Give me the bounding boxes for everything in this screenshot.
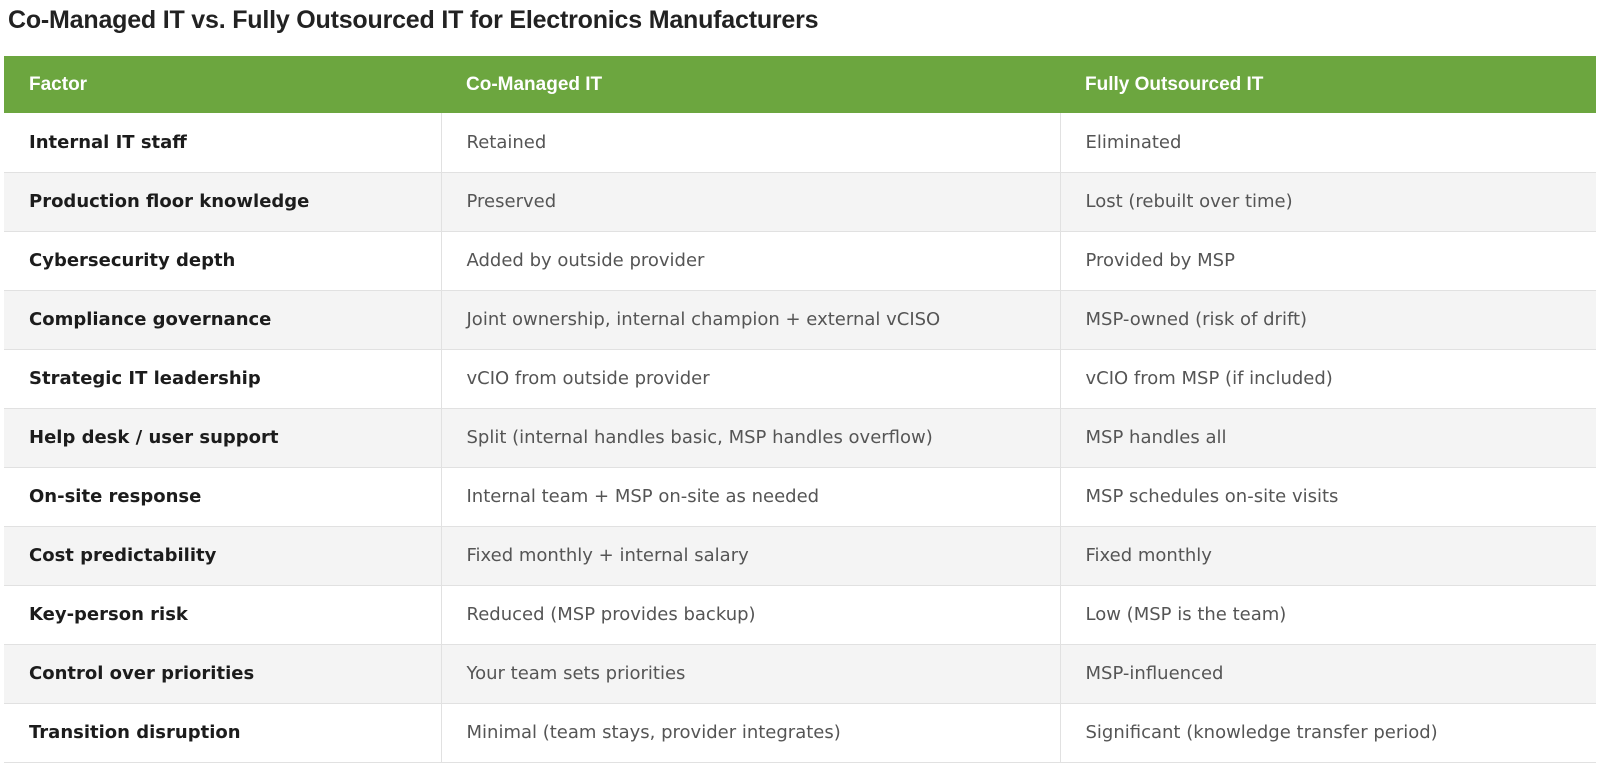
factor-cell: Help desk / user support <box>29 427 279 448</box>
table-row: Production floor knowledge Preserved Los… <box>4 172 1596 231</box>
header-factor: Factor <box>29 73 88 95</box>
table-row: Help desk / user support Split (internal… <box>4 408 1596 467</box>
table-row: Compliance governance Joint ownership, i… <box>4 290 1596 349</box>
factor-cell: Key-person risk <box>29 604 188 625</box>
factor-cell: Transition disruption <box>29 722 241 743</box>
table-row: Strategic IT leadership vCIO from outsid… <box>4 349 1596 408</box>
table-body: Internal IT staff Retained Eliminated Pr… <box>4 113 1596 762</box>
table-row: Control over priorities Your team sets p… <box>4 644 1596 703</box>
table-row: On-site response Internal team + MSP on-… <box>4 467 1596 526</box>
table-row: Cost predictability Fixed monthly + inte… <box>4 526 1596 585</box>
co-managed-cell: Added by outside provider <box>440 231 1060 290</box>
fully-outsourced-cell: Fixed monthly <box>1059 526 1596 585</box>
fully-outsourced-cell: Eliminated <box>1059 113 1596 172</box>
page-title: Co-Managed IT vs. Fully Outsourced IT fo… <box>8 6 819 34</box>
header-co-managed: Co-Managed IT <box>466 73 603 95</box>
co-managed-cell: Split (internal handles basic, MSP handl… <box>440 408 1060 467</box>
fully-outsourced-cell: Provided by MSP <box>1059 231 1596 290</box>
co-managed-cell: vCIO from outside provider <box>440 349 1060 408</box>
co-managed-cell: Your team sets priorities <box>440 644 1060 703</box>
header-fully-outsourced: Fully Outsourced IT <box>1085 73 1264 95</box>
fully-outsourced-cell: Lost (rebuilt over time) <box>1059 172 1596 231</box>
table-row: Internal IT staff Retained Eliminated <box>4 113 1596 172</box>
co-managed-cell: Retained <box>440 113 1060 172</box>
co-managed-cell: Reduced (MSP provides backup) <box>440 585 1060 644</box>
table-row: Cybersecurity depth Added by outside pro… <box>4 231 1596 290</box>
factor-cell: Strategic IT leadership <box>29 368 261 389</box>
table-row: Transition disruption Minimal (team stay… <box>4 703 1596 762</box>
factor-cell: Cost predictability <box>29 545 217 566</box>
fully-outsourced-cell: MSP-owned (risk of drift) <box>1059 290 1596 349</box>
comparison-table: Factor Co-Managed IT Fully Outsourced IT… <box>4 56 1596 763</box>
factor-cell: On-site response <box>29 486 202 507</box>
fully-outsourced-cell: MSP-influenced <box>1059 644 1596 703</box>
fully-outsourced-cell: Significant (knowledge transfer period) <box>1059 703 1596 762</box>
fully-outsourced-cell: Low (MSP is the team) <box>1059 585 1596 644</box>
factor-cell: Compliance governance <box>29 309 272 330</box>
factor-cell: Production floor knowledge <box>29 191 310 212</box>
table-row: Key-person risk Reduced (MSP provides ba… <box>4 585 1596 644</box>
co-managed-cell: Internal team + MSP on-site as needed <box>440 467 1060 526</box>
header-row: Factor Co-Managed IT Fully Outsourced IT <box>4 56 1596 113</box>
fully-outsourced-cell: vCIO from MSP (if included) <box>1059 349 1596 408</box>
fully-outsourced-cell: MSP schedules on-site visits <box>1059 467 1596 526</box>
table-header: Factor Co-Managed IT Fully Outsourced IT <box>4 56 1596 113</box>
co-managed-cell: Joint ownership, internal champion + ext… <box>440 290 1060 349</box>
co-managed-cell: Minimal (team stays, provider integrates… <box>440 703 1060 762</box>
factor-cell: Cybersecurity depth <box>29 250 236 271</box>
factor-cell: Control over priorities <box>29 663 255 684</box>
fully-outsourced-cell: MSP handles all <box>1059 408 1596 467</box>
co-managed-cell: Fixed monthly + internal salary <box>440 526 1060 585</box>
co-managed-cell: Preserved <box>440 172 1060 231</box>
factor-cell: Internal IT staff <box>29 131 187 153</box>
